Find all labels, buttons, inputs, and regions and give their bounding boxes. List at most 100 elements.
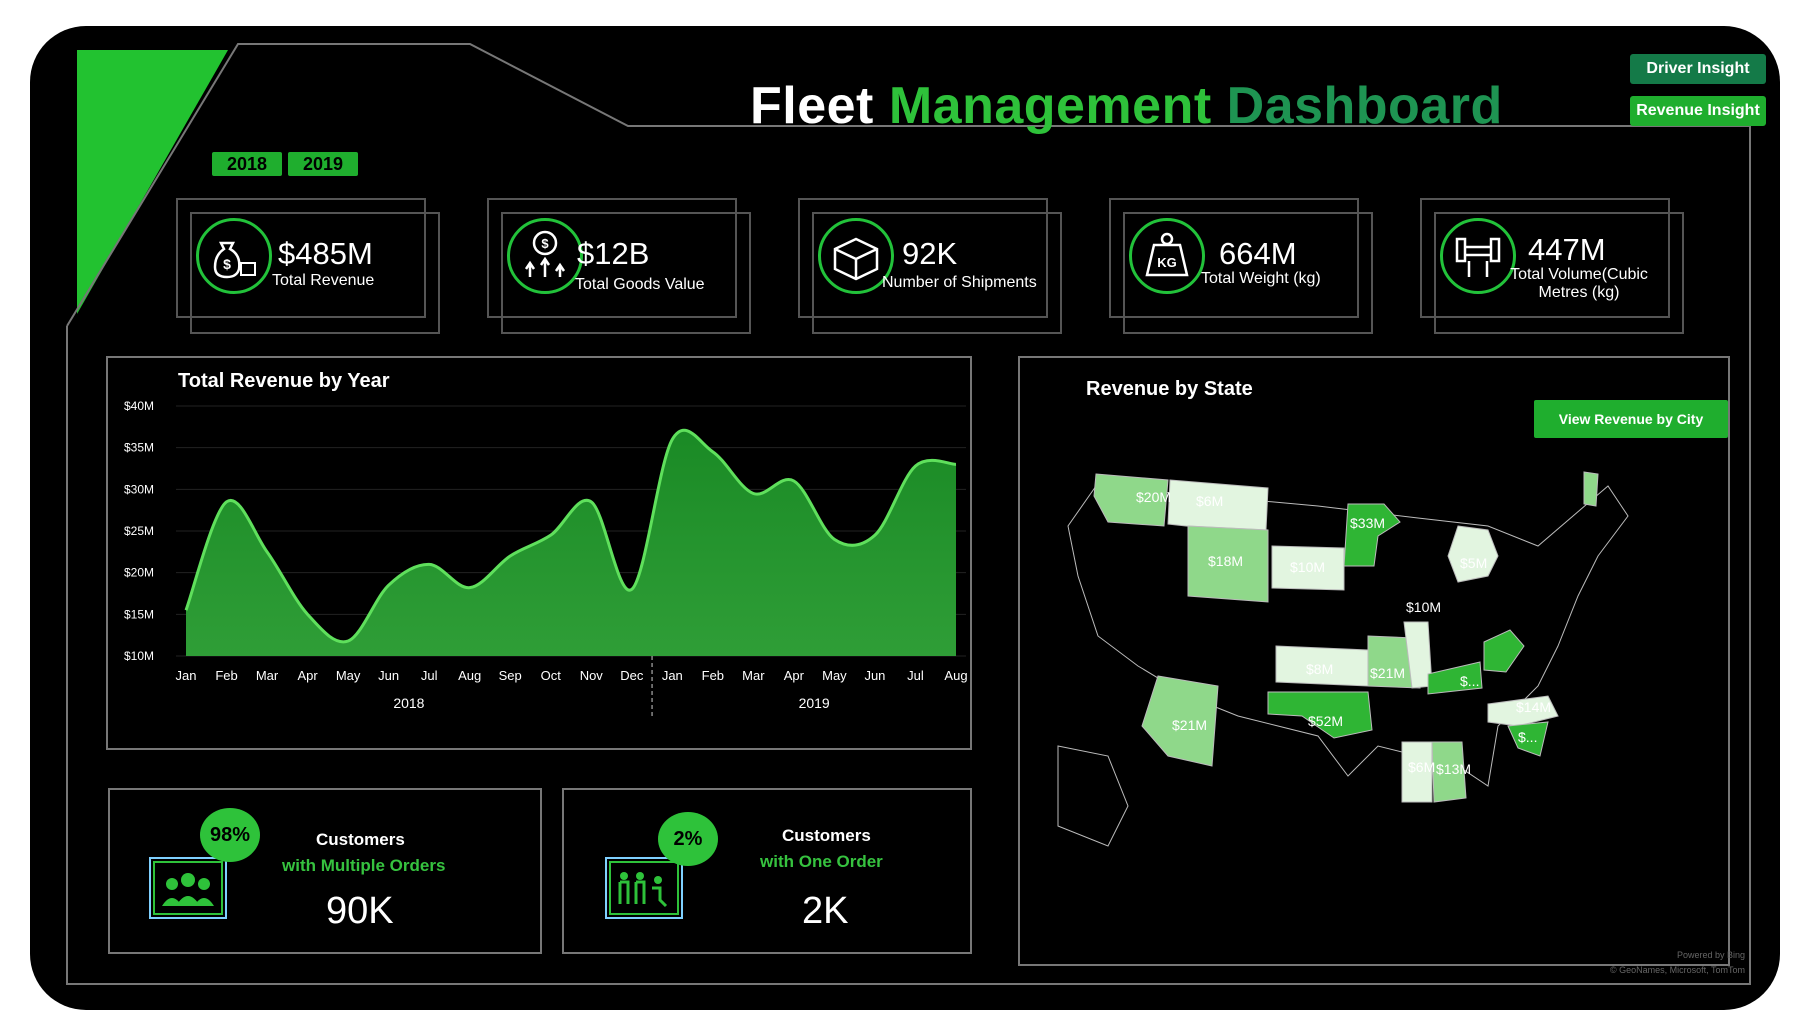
customers-one-order-panel bbox=[562, 788, 972, 954]
state-vermont bbox=[1583, 471, 1599, 507]
x-tick-label: Aug bbox=[458, 668, 481, 683]
map-label: $10M bbox=[1290, 559, 1325, 575]
svg-text:$: $ bbox=[541, 236, 549, 251]
map-label: $52M bbox=[1308, 713, 1343, 729]
percent-bubble: 98% bbox=[200, 808, 260, 862]
state-minnesota bbox=[1343, 503, 1401, 567]
y-tick-label: $20M bbox=[124, 566, 154, 580]
y-tick-label: $10M bbox=[124, 649, 154, 663]
driver-insight-button[interactable]: Driver Insight bbox=[1630, 54, 1766, 84]
state-north-carolina bbox=[1487, 695, 1559, 727]
kpi-label: Total Volume(Cubic Metres (kg) bbox=[1504, 266, 1654, 302]
state-south-carolina bbox=[1507, 721, 1549, 757]
percent-bubble: 2% bbox=[658, 812, 718, 866]
x-tick-label: Feb bbox=[702, 668, 724, 683]
year-filter-2018[interactable]: 2018 bbox=[212, 152, 282, 176]
x-tick-label: Aug bbox=[944, 668, 967, 683]
frame-outline bbox=[66, 43, 1751, 985]
x-tick-label: Jul bbox=[421, 668, 438, 683]
state-kentucky bbox=[1427, 661, 1483, 695]
x-axis-ticks: Jan Feb Mar Apr May Jun Jul Aug Sep Oct Nov Dec Jan F… bbox=[176, 668, 968, 683]
x-tick-label: Jun bbox=[864, 668, 885, 683]
map-label: $33M bbox=[1350, 515, 1385, 531]
customers-value: 90K bbox=[326, 890, 394, 932]
kpi-label: Number of Shipments bbox=[882, 274, 1037, 291]
state-michigan bbox=[1447, 525, 1499, 583]
x-tick-label: Mar bbox=[256, 668, 279, 683]
map-label: $... bbox=[1518, 729, 1537, 745]
copyright-text: © GeoNames, Microsoft, TomTom bbox=[1610, 965, 1745, 975]
map-attribution: Powered by Bing © GeoNames, Microsoft, T… bbox=[1550, 948, 1745, 978]
x-tick-label: Jul bbox=[907, 668, 924, 683]
coin-growth-icon: $ bbox=[507, 218, 583, 294]
kpi-label-line1: Total Volume(Cubic bbox=[1510, 266, 1648, 283]
kpi-value: 92K bbox=[902, 236, 958, 271]
family-icon bbox=[605, 857, 683, 919]
page-title: Fleet Management Dashboard bbox=[750, 76, 1570, 136]
year-group-label: 2018 bbox=[393, 695, 424, 711]
customers-sublabel: with Multiple Orders bbox=[282, 856, 446, 875]
svg-text:$: $ bbox=[223, 256, 231, 272]
customers-sublabel: with One Order bbox=[760, 852, 883, 871]
kpi-value: $12B bbox=[577, 236, 650, 271]
map-label: $5M bbox=[1460, 555, 1487, 571]
map-label: $20M bbox=[1136, 489, 1171, 505]
customers-label: Customers bbox=[316, 830, 405, 849]
year-group-label: 2019 bbox=[799, 695, 830, 711]
kg-weight-icon: KG bbox=[1129, 218, 1205, 294]
x-tick-label: Apr bbox=[297, 668, 318, 683]
x-tick-label: Feb bbox=[215, 668, 237, 683]
revenue-insight-button[interactable]: Revenue Insight bbox=[1630, 96, 1766, 126]
customers-value: 2K bbox=[802, 890, 849, 932]
map-label: $21M bbox=[1172, 717, 1207, 733]
people-group-icon bbox=[149, 857, 227, 919]
kpi-label: Total Weight (kg) bbox=[1201, 270, 1321, 287]
revenue-by-year-panel bbox=[106, 356, 972, 750]
revenue-by-state-panel bbox=[1018, 356, 1730, 966]
money-bag-icon: $ bbox=[196, 218, 272, 294]
state-wyoming bbox=[1187, 525, 1269, 603]
kpi-label-line2: Metres (kg) bbox=[1538, 284, 1620, 301]
x-tick-label: Nov bbox=[580, 668, 604, 683]
x-tick-label: Jan bbox=[176, 668, 197, 683]
map-title: Revenue by State bbox=[1086, 378, 1253, 400]
state-arizona bbox=[1141, 675, 1219, 767]
state-shapes bbox=[1057, 471, 1629, 847]
x-tick-label: Oct bbox=[541, 668, 562, 683]
state-mississippi bbox=[1401, 741, 1433, 803]
kpi-total-revenue: $ $485M Total Revenue bbox=[176, 198, 440, 334]
us-state-map: $20M $6M $33M $10M $18M $5M $10M $8M $21… bbox=[1057, 471, 1629, 847]
map-label: $8M bbox=[1306, 661, 1333, 677]
map-label: $... bbox=[1460, 673, 1479, 689]
svg-text:KG: KG bbox=[1157, 255, 1177, 270]
kpi-value: 664M bbox=[1219, 236, 1297, 271]
kpi-total-weight: KG 664M Total Weight (kg) bbox=[1109, 198, 1373, 334]
state-oklahoma bbox=[1267, 691, 1373, 739]
state-west-virginia bbox=[1483, 629, 1525, 673]
x-tick-label: May bbox=[336, 668, 361, 683]
y-tick-label: $35M bbox=[124, 441, 154, 455]
y-tick-label: $25M bbox=[124, 524, 154, 538]
kpi-value: 447M bbox=[1528, 232, 1606, 267]
x-tick-label: Apr bbox=[784, 668, 805, 683]
x-tick-label: Mar bbox=[742, 668, 765, 683]
x-tick-label: May bbox=[822, 668, 847, 683]
y-tick-label: $40M bbox=[124, 399, 154, 413]
kpi-value: $485M bbox=[278, 236, 373, 271]
x-tick-label: Dec bbox=[620, 668, 644, 683]
state-south-dakota bbox=[1271, 545, 1345, 591]
x-tick-label: Sep bbox=[499, 668, 522, 683]
view-revenue-by-city-button[interactable]: View Revenue by City bbox=[1534, 400, 1728, 438]
title-word-management: Management bbox=[888, 77, 1212, 135]
y-tick-label: $30M bbox=[124, 482, 154, 496]
state-washington bbox=[1093, 473, 1169, 527]
y-axis-ticks: $40M $35M $30M $25M $20M $15M $10M bbox=[124, 399, 154, 663]
map-label: $21M bbox=[1370, 665, 1405, 681]
year-filter-2019[interactable]: 2019 bbox=[288, 152, 358, 176]
map-value-labels: $20M $6M $33M $10M $18M $5M $10M $8M $21… bbox=[1136, 489, 1551, 777]
revenue-line bbox=[184, 428, 957, 644]
customers-multiple-orders-panel bbox=[108, 788, 542, 954]
x-tick-label: Jan bbox=[662, 668, 683, 683]
map-label: $6M bbox=[1408, 759, 1435, 775]
kpi-label: Total Goods Value bbox=[575, 276, 705, 293]
